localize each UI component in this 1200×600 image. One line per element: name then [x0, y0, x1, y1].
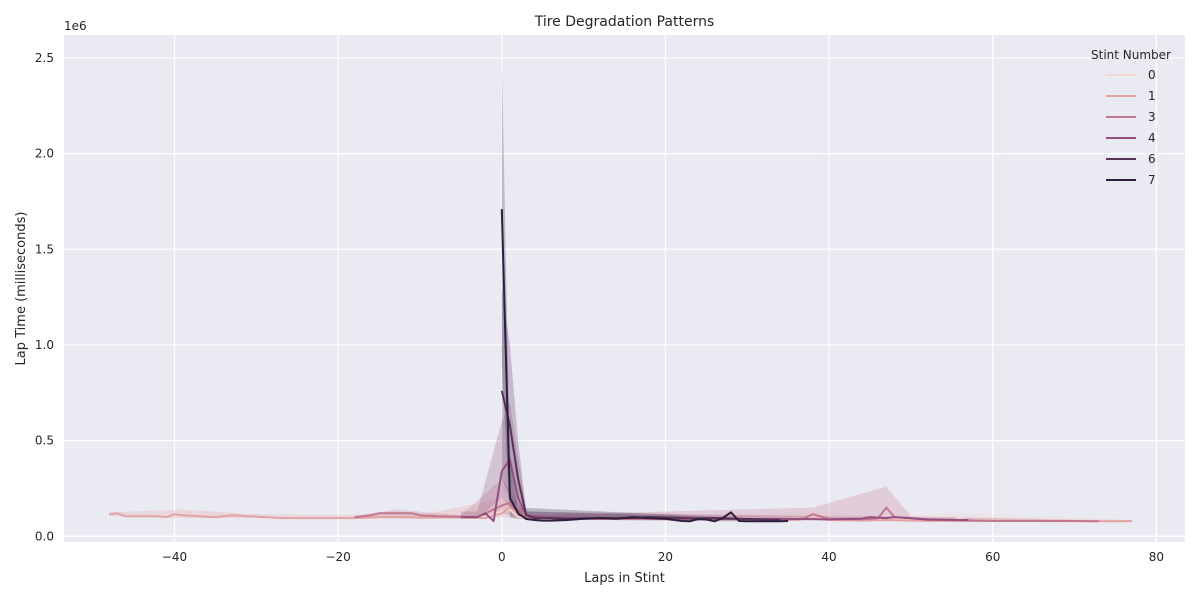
y-tick-label: 2.5 [35, 51, 54, 65]
x-tick-label: 60 [985, 550, 1000, 564]
legend-title: Stint Number [1091, 48, 1171, 62]
y-axis-label: Lap Time (milliseconds) [14, 212, 29, 366]
y-tick-label: 1.0 [35, 338, 54, 352]
legend-label-0: 0 [1148, 68, 1156, 82]
y-axis-offset-label: 1e6 [64, 19, 87, 33]
legend: Stint Number 0 1 3 4 6 7 [1091, 48, 1171, 187]
y-tick-label: 0.5 [35, 434, 54, 448]
x-tick-label: −40 [162, 550, 187, 564]
line-stint-1 [108, 506, 1132, 523]
x-tick-label: 0 [498, 550, 506, 564]
y-tick-label: 0.0 [35, 529, 54, 543]
x-tick-label: 80 [1149, 550, 1164, 564]
legend-label-4: 4 [1148, 131, 1156, 145]
y-tick-label: 2.0 [35, 147, 54, 161]
plot-background [64, 35, 1185, 542]
x-axis-label: Laps in Stint [584, 571, 665, 586]
y-tick-label: 1.5 [35, 242, 54, 256]
chart-title: Tire Degradation Patterns [534, 14, 715, 30]
x-tick-label: 20 [658, 550, 673, 564]
legend-label-7: 7 [1148, 173, 1156, 187]
line-stint-7 [500, 209, 789, 523]
x-tick-label: −20 [325, 550, 350, 564]
legend-label-3: 3 [1148, 110, 1156, 124]
x-tick-label: 40 [821, 550, 836, 564]
y-tick-labels: 0.0 0.5 1.0 1.5 2.0 2.5 [35, 51, 54, 543]
legend-label-6: 6 [1148, 152, 1156, 166]
grid [64, 35, 1185, 542]
x-tick-labels: −40 −20 0 20 40 60 80 [162, 550, 1164, 564]
band-stint-4 [460, 402, 969, 521]
series-lines [108, 209, 1132, 523]
legend-label-1: 1 [1148, 89, 1156, 103]
